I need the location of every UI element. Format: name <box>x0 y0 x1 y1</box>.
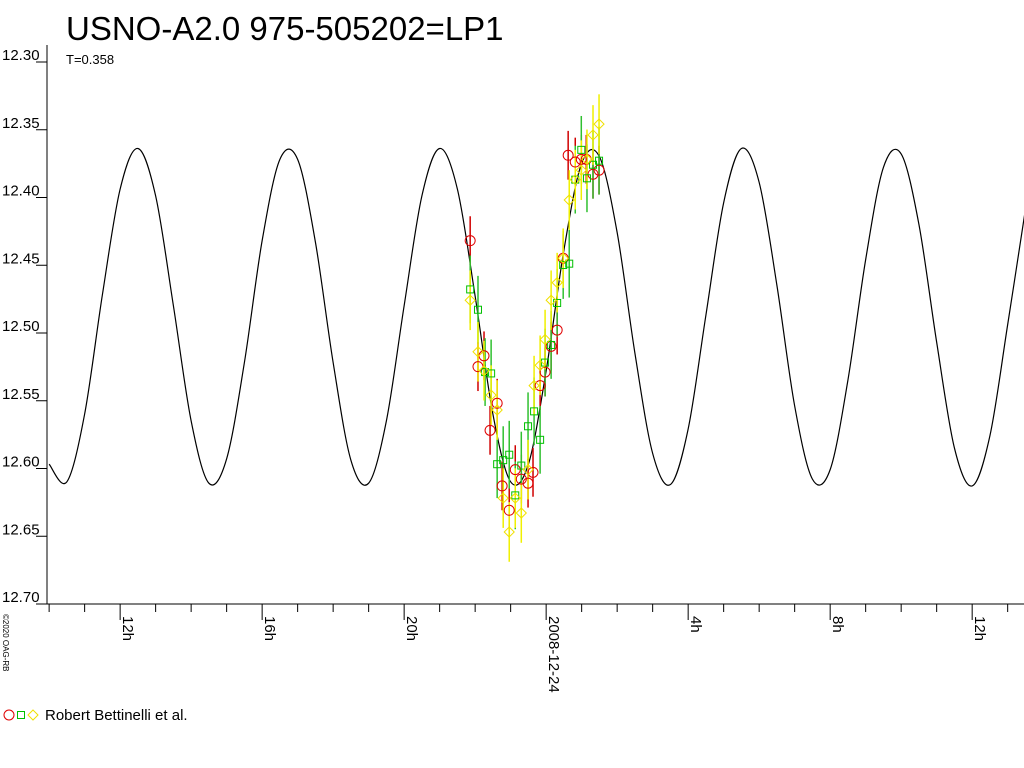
point <box>509 464 521 476</box>
point <box>528 379 540 392</box>
point <box>527 466 539 478</box>
point <box>577 145 586 154</box>
point <box>487 369 496 378</box>
x-tick-label: 4h <box>687 616 704 633</box>
y-tick-label: 12.55 <box>2 386 40 403</box>
point <box>522 477 534 489</box>
point <box>580 153 592 165</box>
y-tick-label: 12.60 <box>2 454 40 471</box>
y-tick-label: 12.30 <box>2 47 40 64</box>
chart-title: USNO-A2.0 975-505202=LP1 <box>66 10 504 47</box>
point <box>571 175 580 184</box>
point <box>581 153 593 166</box>
point <box>524 422 533 431</box>
legend-symbol <box>27 709 39 721</box>
y-tick-label: 12.40 <box>2 183 40 200</box>
point <box>497 492 509 504</box>
point <box>511 491 520 500</box>
point <box>589 160 598 169</box>
point <box>491 397 503 409</box>
point <box>485 389 497 401</box>
point <box>593 118 605 130</box>
point <box>582 174 591 183</box>
point <box>464 294 476 306</box>
x-tick-label: 12h <box>119 616 136 641</box>
point <box>539 366 551 378</box>
x-tick-label: 8h <box>829 616 846 633</box>
point <box>575 164 588 176</box>
point <box>565 259 574 268</box>
y-tick-label: 12.65 <box>2 521 40 538</box>
point <box>545 294 557 306</box>
point <box>464 235 476 247</box>
point <box>515 473 527 485</box>
x-tick-label: 2008-12-24 <box>545 616 562 693</box>
point <box>517 461 526 470</box>
point <box>509 492 521 504</box>
legend-symbol <box>3 709 15 721</box>
y-tick-label: 12.35 <box>2 115 40 132</box>
point <box>515 507 528 519</box>
point <box>569 173 581 186</box>
point <box>473 305 482 314</box>
point <box>503 526 515 538</box>
point <box>478 365 490 377</box>
point <box>547 340 556 349</box>
point <box>551 276 563 289</box>
point <box>472 346 484 358</box>
x-tick-label: 20h <box>403 616 420 641</box>
x-tick-label: 12h <box>971 616 988 641</box>
y-tick-label: 12.50 <box>2 318 40 335</box>
point <box>539 333 551 346</box>
legend-symbol <box>17 711 25 719</box>
legend-label: Robert Bettinelli et al. <box>45 707 188 724</box>
point <box>530 407 539 416</box>
point <box>563 194 575 206</box>
point <box>595 156 604 165</box>
point <box>499 456 508 465</box>
point <box>559 261 568 270</box>
point <box>503 504 515 516</box>
point <box>562 149 574 161</box>
point <box>534 380 546 392</box>
point <box>484 424 496 436</box>
point <box>587 129 599 141</box>
point <box>481 368 490 377</box>
point <box>491 404 503 416</box>
y-tick-label: 12.70 <box>2 589 40 606</box>
model-curve <box>48 147 1024 487</box>
chart-subtitle: T=0.358 <box>66 52 114 67</box>
point <box>536 435 545 444</box>
point <box>522 463 534 476</box>
point <box>541 358 550 367</box>
point <box>587 168 599 180</box>
point <box>493 460 502 469</box>
point <box>593 164 605 176</box>
x-tick-label: 16h <box>261 616 278 641</box>
point <box>496 480 508 492</box>
point <box>569 156 581 168</box>
y-tick-label: 12.45 <box>2 250 40 267</box>
credit: ©2020 OAG-RB <box>1 614 10 671</box>
point <box>505 450 514 459</box>
point <box>575 153 587 165</box>
point <box>557 252 569 264</box>
point <box>534 359 546 372</box>
point <box>551 324 563 336</box>
point <box>466 285 475 294</box>
